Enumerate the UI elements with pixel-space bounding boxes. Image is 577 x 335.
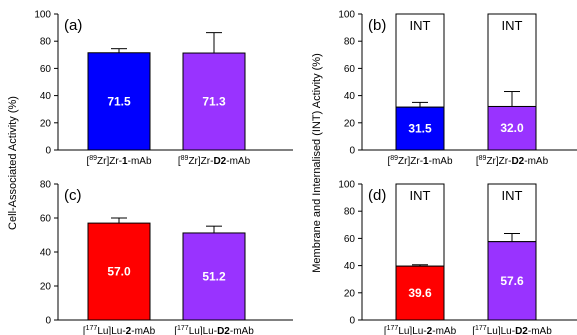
y-tick-label: 20: [40, 282, 52, 293]
category-label: [89Zr]Zr-1-mAb: [387, 155, 452, 167]
category-label: [177Lu]Lu-D2-mAb: [472, 325, 552, 335]
int-label: INT: [502, 188, 523, 203]
y-tick-label: 80: [344, 37, 356, 48]
data-label: 51.2: [202, 269, 226, 283]
bar: [182, 52, 246, 151]
y-tick-label: 80: [40, 180, 52, 191]
bar: [395, 106, 445, 151]
y-tick-label: 40: [40, 248, 52, 259]
category-label: [177Lu]Lu-2-mAb: [83, 325, 156, 335]
category-label: [177Lu]Lu-2-mAb: [384, 325, 457, 335]
y-tick-label: 0: [349, 146, 355, 157]
y-tick-label: 60: [344, 234, 356, 245]
y-tick-label: 0: [45, 146, 51, 157]
chart-panel-1: 0 20 40 60 80 100 (a) 71.5 [89Zr]Zr-1-mAb 71.3 [89…: [34, 10, 293, 167]
data-label: 39.6: [408, 286, 432, 300]
chart-panel-3: 0 20 40 60 80 (c) 57.0 [177Lu]Lu-2-mAb 51.2 [177L…: [40, 180, 293, 335]
y-tick-label: 100: [338, 10, 355, 21]
bar: [487, 241, 537, 321]
data-label: 32.0: [500, 121, 524, 135]
bar: [395, 265, 445, 321]
y-tick-label: 60: [40, 214, 52, 225]
data-label: 31.5: [408, 122, 432, 136]
y-tick-label: 60: [344, 64, 356, 75]
y-tick-label: 60: [40, 64, 52, 75]
y-tick-label: 20: [344, 118, 356, 129]
y-tick-label: 20: [40, 118, 52, 129]
y-tick-label: 100: [338, 180, 355, 191]
panel-label: (c): [64, 187, 82, 204]
chart-panel-4: 0 20 40 60 80 100 (d) INT 39.6 [177Lu]Lu-2-mAb INT…: [338, 180, 577, 335]
int-label: INT: [410, 18, 431, 33]
y-tick-label: 40: [40, 91, 52, 102]
bar: [487, 105, 537, 151]
y-tick-label: 0: [45, 316, 51, 327]
int-label: INT: [410, 188, 431, 203]
int-segment-bar: [395, 183, 445, 267]
category-label: [89Zr]Zr-D2-mAb: [178, 155, 251, 167]
y-tick-label: 40: [344, 261, 356, 272]
y-tick-label: 0: [349, 316, 355, 327]
category-label: [89Zr]Zr-1-mAb: [86, 155, 151, 167]
bar: [182, 232, 246, 321]
panel-label: (b): [368, 17, 386, 34]
int-segment-bar: [487, 183, 537, 243]
y-axis-label-right: Membrane and Internalised (INT) Activity…: [311, 53, 323, 272]
panel-label: (a): [64, 17, 82, 34]
data-label: 71.3: [202, 95, 226, 109]
category-label: [177Lu]Lu-D2-mAb: [174, 325, 254, 335]
bar: [87, 222, 151, 321]
y-tick-label: 40: [344, 91, 356, 102]
category-label: [89Zr]Zr-D2-mAb: [476, 155, 549, 167]
int-label: INT: [502, 18, 523, 33]
y-tick-label: 20: [344, 288, 356, 299]
data-label: 57.0: [107, 265, 131, 279]
data-label: 71.5: [107, 94, 131, 108]
panel-label: (d): [368, 187, 386, 204]
data-label: 57.6: [500, 274, 524, 288]
bar: [87, 52, 151, 151]
int-segment-bar: [395, 13, 445, 108]
y-tick-label: 80: [40, 37, 52, 48]
y-tick-label: 80: [344, 207, 356, 218]
y-tick-label: 100: [34, 10, 51, 21]
y-axis-label-left: Cell-Associated Activity (%): [7, 96, 19, 230]
chart-panel-2: 0 20 40 60 80 100 (b) INT 31.5 [89Zr]Zr-1-mAb INT 3…: [338, 10, 577, 167]
